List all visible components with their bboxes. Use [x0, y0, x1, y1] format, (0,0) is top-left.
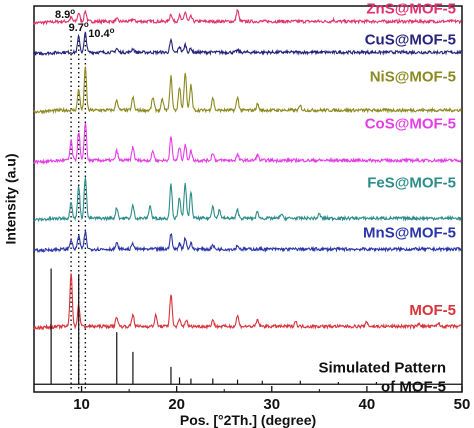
x-tick-label: 40 — [359, 396, 376, 413]
x-tick-label: 20 — [168, 396, 185, 413]
series-label: Simulated Pattern — [318, 360, 446, 377]
series-label: ZnS@MOF-5 — [366, 1, 456, 18]
reference-line-label: 10.4o — [88, 26, 114, 40]
series-line — [33, 123, 462, 165]
series-line — [33, 31, 462, 57]
series-label: FeS@MOF-5 — [367, 174, 456, 191]
reference-line-label: 9.7o — [69, 20, 89, 34]
series-line — [33, 8, 462, 26]
series-label: of MOF-5 — [381, 379, 446, 396]
series-label: NiS@MOF-5 — [370, 68, 456, 85]
series-group — [33, 8, 462, 385]
x-tick-label: 10 — [73, 396, 90, 413]
series-line — [34, 268, 462, 385]
series-line — [33, 177, 462, 223]
series-line — [33, 273, 462, 331]
series-label: MOF-5 — [409, 302, 456, 319]
x-tick-label: 30 — [263, 396, 280, 413]
series-labels: ZnS@MOF-5 CuS@MOF-5 NiS@MOF-5 CoS@MOF-5 FeS@… — [318, 1, 456, 396]
series-label: CuS@MOF-5 — [365, 32, 456, 49]
y-axis-title: Intensity (a.u) — [3, 153, 19, 244]
x-tick-label: 50 — [454, 396, 471, 413]
series-label: MnS@MOF-5 — [363, 225, 456, 242]
plot-frame — [33, 5, 463, 393]
x-axis-title: Pos. [°2Th.] (degree) — [180, 412, 316, 428]
series-line — [33, 230, 462, 253]
series-label: CoS@MOF-5 — [365, 115, 456, 132]
x-axis-ticks: 10 20 30 40 50 — [33, 386, 471, 413]
series-line — [33, 66, 462, 115]
